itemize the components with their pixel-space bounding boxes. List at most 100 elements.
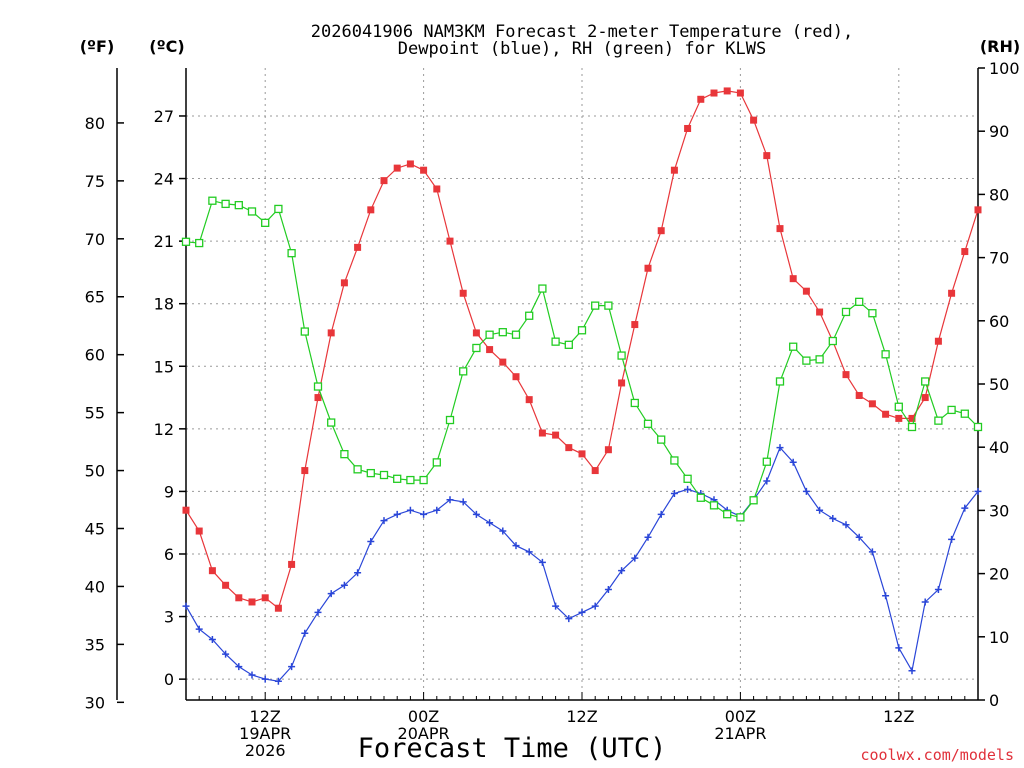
rh-point xyxy=(221,199,230,209)
temperature-point xyxy=(763,152,771,160)
temperature-point xyxy=(340,279,348,287)
chart-title: 2026041906 NAM3KM Forecast 2-meter Tempe… xyxy=(311,22,853,42)
dewpoint-point xyxy=(472,510,480,518)
rh-tick-label: 40 xyxy=(989,438,1009,457)
rh-point xyxy=(934,416,943,425)
temperature-point xyxy=(750,116,758,124)
rh-point xyxy=(234,200,243,210)
dewpoint-point xyxy=(406,506,414,514)
dewpoint-point xyxy=(763,477,771,485)
dewpoint-point xyxy=(512,542,520,550)
dewpoint-point xyxy=(459,498,467,506)
temperature-point xyxy=(367,206,375,214)
dewpoint-point xyxy=(367,537,375,545)
rh-point xyxy=(947,405,956,415)
temperature-point xyxy=(604,446,612,454)
rh-tick-label: 70 xyxy=(989,249,1009,268)
rh-point xyxy=(828,336,837,346)
fahrenheit-tick-label: 30 xyxy=(85,693,105,712)
rh-point xyxy=(379,470,389,480)
dewpoint-point xyxy=(816,506,824,514)
x-axis-label: Forecast Time (UTC) xyxy=(358,733,667,764)
temperature-point xyxy=(182,506,190,514)
rh-tick-label: 20 xyxy=(989,565,1009,584)
rh-point xyxy=(564,340,573,349)
temperature-point xyxy=(868,400,876,408)
dewpoint-point xyxy=(393,510,401,518)
temperature-point xyxy=(235,594,243,602)
temperature-point xyxy=(934,337,942,345)
temperature-point xyxy=(512,373,520,381)
temperature-point xyxy=(380,177,388,185)
dewpoint-point xyxy=(235,663,243,671)
fahrenheit-tick-label: 40 xyxy=(85,577,105,596)
x-tick-label: 12Z xyxy=(566,707,597,726)
rh-tick-label: 50 xyxy=(989,375,1009,394)
dewpoint-point xyxy=(314,608,322,616)
dewpoint-point xyxy=(618,567,626,575)
dewpoint-point xyxy=(208,636,216,644)
rh-point xyxy=(459,367,468,376)
rh-point xyxy=(419,475,428,485)
dewpoint-point xyxy=(591,602,599,610)
temperature-point xyxy=(354,243,362,251)
rh-point xyxy=(723,510,732,519)
dewpoint-point xyxy=(380,517,388,525)
temperature-point xyxy=(314,394,322,402)
dewpoint-point xyxy=(195,625,203,633)
dewpoint-point xyxy=(578,608,586,616)
dewpoint-point xyxy=(340,581,348,589)
temperature-point xyxy=(736,89,744,97)
temperature-point xyxy=(842,371,850,379)
dewpoint-point xyxy=(934,585,942,593)
dewpoint-point xyxy=(565,615,573,623)
rh-point xyxy=(736,513,745,522)
grid-layer xyxy=(186,68,978,700)
temperature-point xyxy=(855,391,863,399)
rh-point xyxy=(406,475,415,485)
rh-point xyxy=(709,501,719,510)
dewpoint-point xyxy=(895,644,903,652)
rh-point xyxy=(247,207,257,216)
dewpoint-point xyxy=(433,506,441,514)
dewpoint-point xyxy=(222,650,230,658)
dewpoint-point xyxy=(829,515,837,523)
rh-point xyxy=(868,309,877,318)
fahrenheit-tick-label: 55 xyxy=(85,404,105,423)
rh-point xyxy=(617,351,626,360)
celsius-tick-label: 27 xyxy=(154,107,174,126)
dewpoint-point xyxy=(657,510,665,518)
dewpoint-point xyxy=(842,521,850,529)
chart-subtitle: Dewpoint (blue), RH (green) for KLWS xyxy=(398,39,766,59)
rh-point xyxy=(881,350,890,359)
rh-tick-label: 30 xyxy=(989,501,1009,520)
celsius-tick-label: 0 xyxy=(164,670,174,689)
rh-point xyxy=(643,419,653,428)
fahrenheit-tick-label: 65 xyxy=(85,288,105,307)
dewpoint-point xyxy=(288,663,296,671)
rh-point xyxy=(181,237,191,246)
rh-point xyxy=(749,496,758,505)
temperature-point xyxy=(499,358,507,366)
x-tick-label: 20APR xyxy=(398,724,450,743)
rh-point xyxy=(472,343,481,353)
rh-point xyxy=(393,474,402,483)
dewpoint-point xyxy=(604,585,612,593)
celsius-unit-label: (ºC) xyxy=(149,37,184,56)
rh-unit-label: (RH) xyxy=(980,37,1020,56)
temperature-point xyxy=(459,289,467,297)
temperature-point xyxy=(446,237,454,245)
rh-tick-label: 10 xyxy=(989,628,1009,647)
temperature-point xyxy=(710,89,718,97)
fahrenheit-unit-label: (ºF) xyxy=(80,37,115,56)
fahrenheit-tick-label: 80 xyxy=(85,114,105,133)
dewpoint-point xyxy=(644,533,652,541)
x-tick-label: 00Z xyxy=(725,707,756,726)
celsius-tick-label: 12 xyxy=(154,420,174,439)
temperature-point xyxy=(961,248,969,256)
fahrenheit-tick-label: 60 xyxy=(85,346,105,365)
rh-tick-label: 90 xyxy=(989,122,1009,141)
dewpoint-point xyxy=(301,629,309,637)
dewpoint-point xyxy=(261,675,269,683)
dewpoint-point xyxy=(538,558,546,566)
